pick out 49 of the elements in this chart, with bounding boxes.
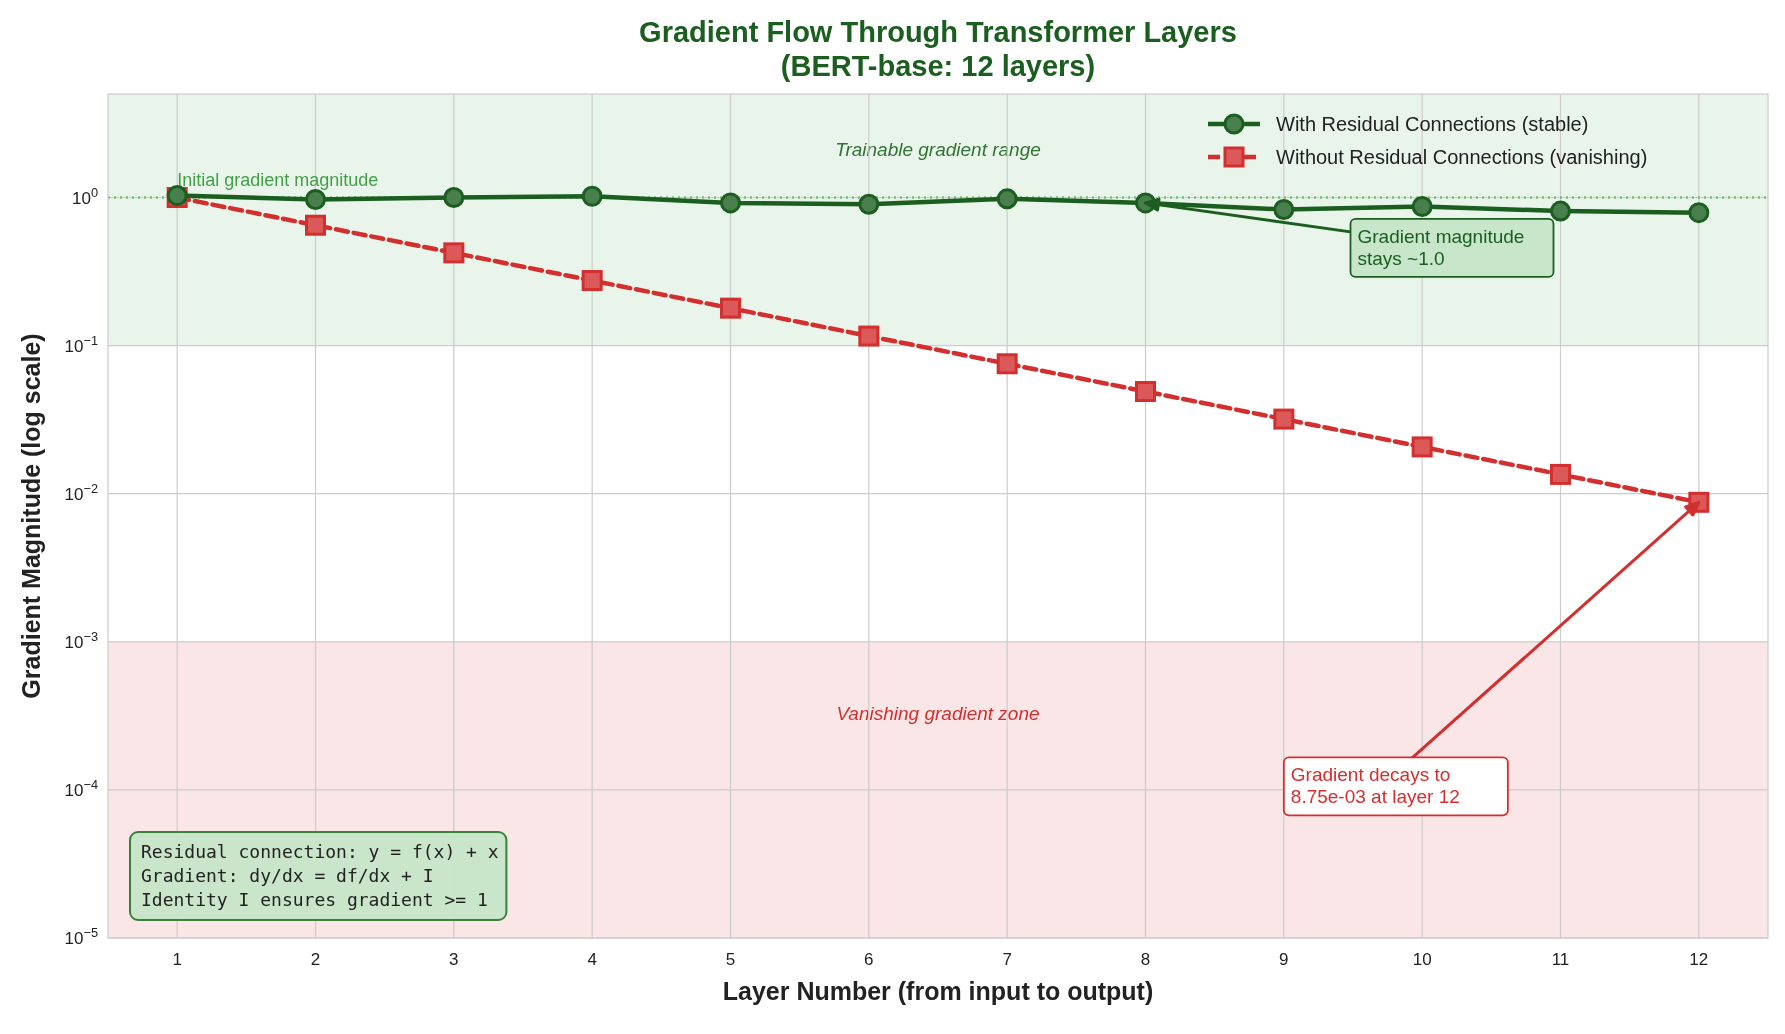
- legend-label: Without Residual Connections (vanishing): [1276, 146, 1648, 168]
- x-tick-label: 12: [1689, 950, 1709, 969]
- x-tick-label: 9: [1279, 950, 1289, 969]
- band-label: Trainable gradient range: [835, 139, 1041, 160]
- x-tick-label: 7: [1002, 950, 1012, 969]
- point: [443, 242, 465, 264]
- point: [720, 192, 741, 214]
- ref-line-label: Initial gradient magnitude: [177, 169, 379, 190]
- x-tick-label: 10: [1412, 950, 1432, 969]
- x-tick-label: 4: [587, 950, 597, 969]
- x-tick-label: 5: [725, 950, 736, 969]
- chart-title: Gradient Flow Through Transformer Layers (BERT-base: 12 layers): [639, 16, 1237, 82]
- x-tick-label: 6: [864, 950, 874, 969]
- x-tick-label: 3: [449, 950, 459, 969]
- y-tick-label: 10$^{−3}$: [64, 628, 98, 652]
- point: [1688, 202, 1710, 224]
- point: [1273, 199, 1295, 220]
- point: [858, 193, 880, 215]
- point: [1550, 200, 1571, 222]
- point: [581, 270, 603, 292]
- x-tick-label: 2: [310, 950, 321, 969]
- point: [443, 187, 465, 209]
- y-tick-label: 10$^{−2}$: [64, 480, 98, 504]
- point: [996, 353, 1018, 375]
- point: [305, 214, 326, 236]
- point: [305, 188, 326, 210]
- annotation: Residual connection: y = f(x) + x Gradient: dy/dx = df/dx + I Identity I ensures gradient >= 1: [141, 841, 499, 910]
- y-tick-label: 10$^{−5}$: [64, 924, 98, 948]
- point: [1135, 380, 1156, 402]
- point: [996, 188, 1018, 210]
- y-axis-title: Gradient Magnitude (log scale): [17, 333, 45, 699]
- point: [1550, 463, 1571, 485]
- point: [1411, 195, 1433, 217]
- point: [1411, 436, 1433, 458]
- point: [1273, 408, 1295, 430]
- legend-label: With Residual Connections (stable): [1276, 113, 1589, 135]
- x-tick-label: 8: [1140, 950, 1151, 969]
- x-axis-title: Layer Number (from input to output): [722, 977, 1154, 1005]
- point: [720, 297, 741, 319]
- y-tick-label: 10$^{0}$: [71, 184, 98, 208]
- annotation: Gradient magnitude stays ~1.0: [1357, 225, 1525, 269]
- annotation: Gradient decays to 8.75e-03 at layer 12: [1290, 764, 1460, 808]
- x-tick-label: 11: [1551, 950, 1570, 969]
- x-tick-label: 1: [172, 950, 182, 969]
- point: [858, 325, 880, 347]
- y-tick-label: 10$^{−1}$: [64, 332, 98, 356]
- y-tick-label: 10$^{−4}$: [64, 776, 98, 800]
- point: [581, 185, 603, 207]
- band-label: Vanishing gradient zone: [836, 702, 1040, 724]
